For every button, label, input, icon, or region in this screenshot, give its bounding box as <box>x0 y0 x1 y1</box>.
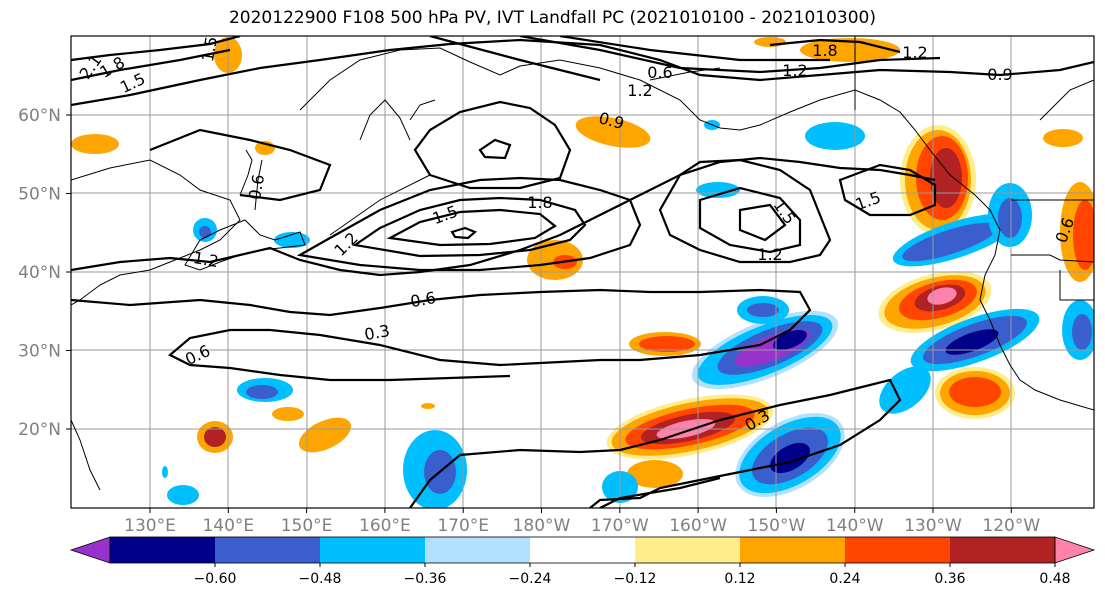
lon-tick-label: 170°E <box>437 516 489 536</box>
pv-contours <box>71 36 1094 508</box>
colorbar-tick-label: −0.12 <box>614 571 657 587</box>
colorbar-segment <box>950 537 1056 563</box>
colorbar-segment <box>740 537 846 563</box>
contour-label: 1.5 <box>198 35 221 63</box>
contour-label: 0.6 <box>409 288 437 311</box>
contour-label: 0.6 <box>647 63 672 82</box>
colorbar-tick-label: −0.48 <box>299 571 342 587</box>
contour-label: 1.2 <box>902 43 927 62</box>
colorbar-tick-label: −0.60 <box>194 571 237 587</box>
colorbar-segment <box>425 537 531 563</box>
contour-label: 1.2 <box>757 245 782 264</box>
negative-anomaly-pacific-northwest <box>892 183 1032 267</box>
lon-tick-label: 140°E <box>202 516 254 536</box>
lat-tick-label: 60°N <box>18 106 61 126</box>
colorbar-segment <box>320 537 426 563</box>
positive-anomaly-hawaii-east <box>935 367 1015 419</box>
colorbar-segment <box>530 537 636 563</box>
lon-tick-label: 160°W <box>669 516 727 536</box>
colorbar-extend-max <box>1054 536 1096 564</box>
colorbar-segment <box>110 537 216 563</box>
colorbar-tick-label: −0.24 <box>509 571 552 587</box>
colorbar-extend-min <box>69 536 111 564</box>
longitude-tick-labels: 130°E 140°E 150°E 160°E 170°E 180°W 170°W 160°W… <box>124 508 1040 536</box>
map-title: 2020122900 F108 500 hPa PV, IVT Landfall… <box>228 8 876 28</box>
positive-anomaly-subtropical-east <box>878 271 992 333</box>
contour-label: 1.2 <box>782 61 807 80</box>
contour-label: 0.3 <box>363 321 391 344</box>
contour-label: 1.2 <box>627 81 652 100</box>
colorbar-tick-label: 0.24 <box>829 571 860 587</box>
colorbar-segment <box>215 537 321 563</box>
lon-tick-label: 150°E <box>281 516 333 536</box>
lon-tick-label: 130°E <box>124 516 176 536</box>
colorbar-tick-label: 0.36 <box>934 571 965 587</box>
contour-label: 1.2 <box>192 248 220 271</box>
positive-anomaly-west-coast-east <box>1060 182 1094 282</box>
lat-tick-label: 30°N <box>18 342 61 362</box>
graticule <box>71 36 1094 508</box>
colorbar-tick-label: 0.48 <box>1039 571 1070 587</box>
colorbar-segment <box>845 537 951 563</box>
lat-tick-label: 20°N <box>18 420 61 440</box>
contour-label: 0.9 <box>987 65 1012 84</box>
lon-tick-label: 150°W <box>748 516 806 536</box>
lon-tick-label: 130°W <box>904 516 962 536</box>
contour-label: 0.6 <box>245 173 268 201</box>
latitude-tick-labels: 60°N 50°N 40°N 30°N 20°N <box>18 106 71 440</box>
lon-tick-label: 170°W <box>591 516 649 536</box>
negative-anomaly-subtropical-east <box>879 300 1094 414</box>
coastlines <box>71 36 1094 491</box>
lon-tick-label: 120°W <box>982 516 1040 536</box>
lon-tick-label: 140°W <box>826 516 884 536</box>
colorbar-tick-labels: −0.60 −0.48 −0.36 −0.24 −0.12 0.12 0.24 0.36 0.4… <box>194 563 1071 587</box>
colorbar-tick-label: 0.12 <box>724 571 755 587</box>
contour-label: 1.8 <box>527 193 552 212</box>
colorbar-tick-label: −0.36 <box>404 571 447 587</box>
lon-tick-label: 180°W <box>513 516 571 536</box>
lat-tick-label: 40°N <box>18 263 61 283</box>
lat-tick-label: 50°N <box>18 185 61 205</box>
lon-tick-label: 160°E <box>359 516 411 536</box>
colorbar-segment <box>635 537 741 563</box>
contour-label: 1.8 <box>812 41 837 60</box>
negative-anomaly-south-central <box>735 412 845 498</box>
positive-anomaly-north-america-coast <box>900 125 976 235</box>
colorbar <box>69 536 1096 564</box>
